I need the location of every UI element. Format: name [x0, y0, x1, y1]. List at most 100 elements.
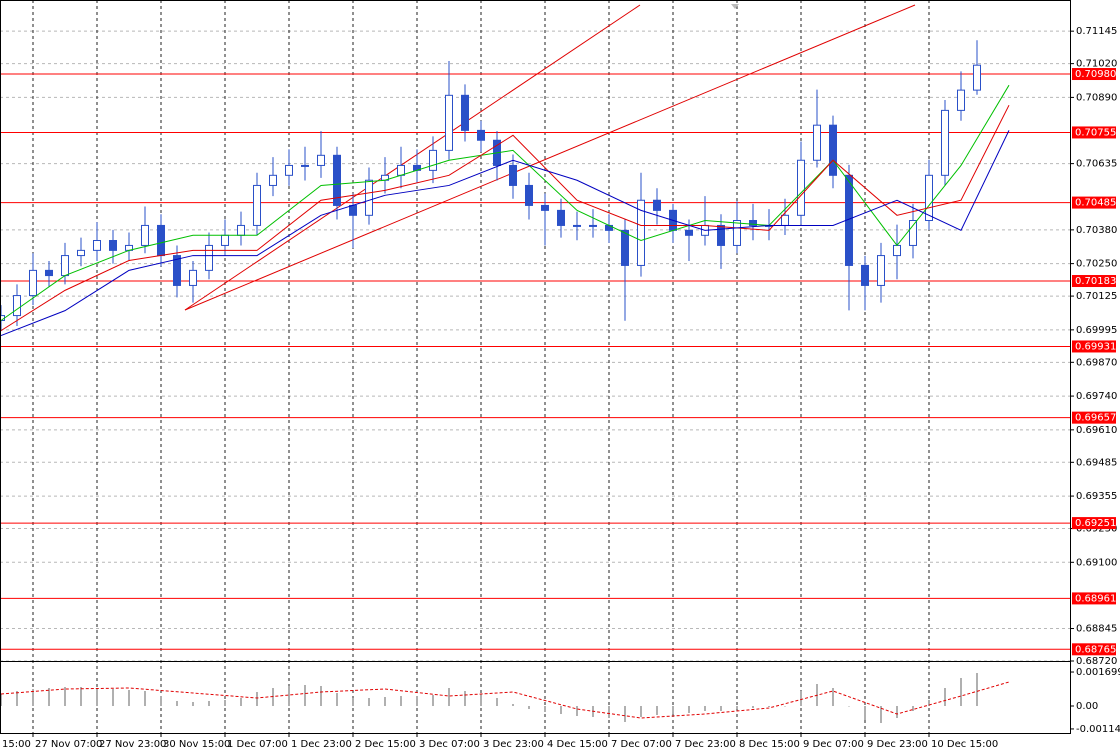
signal-line — [0, 681, 1010, 719]
y-tick-label: 0.69995 — [1076, 325, 1117, 336]
histogram-bar — [880, 706, 882, 723]
x-tick-label: 10 Dec 15:00 — [931, 739, 998, 750]
candle-body — [269, 174, 277, 186]
histogram-bar — [384, 697, 386, 706]
histogram-bar — [64, 687, 66, 706]
candle-body — [813, 124, 821, 161]
histogram-bar — [912, 706, 914, 711]
moving-average — [0, 84, 1010, 321]
frame — [0, 0, 1071, 734]
y-tick-label: 0.69610 — [1076, 425, 1117, 436]
histogram-bar — [480, 694, 482, 706]
candle-body — [733, 220, 741, 246]
candle-body — [29, 269, 37, 297]
candle-body — [557, 209, 565, 226]
level-tag — [1072, 275, 1116, 288]
candle-body — [349, 204, 357, 216]
candle-body — [93, 240, 101, 251]
level-label: 0.69657 — [1075, 413, 1116, 424]
histogram-bar — [672, 706, 674, 714]
histogram-bar — [48, 688, 50, 706]
candle-body — [717, 224, 725, 246]
moving-average — [0, 130, 1010, 337]
histogram-bar — [128, 690, 130, 706]
candle-body — [797, 159, 805, 216]
level-tag — [1072, 68, 1116, 81]
candle-body — [861, 264, 869, 286]
histogram-bar — [256, 692, 258, 706]
x-tick-label: 8 Dec 15:00 — [739, 739, 800, 750]
x-tick-label: 15:00 — [2, 739, 31, 750]
histogram-bar — [112, 689, 114, 706]
candle-body — [45, 269, 53, 277]
candle-body — [141, 224, 149, 246]
histogram-bar — [448, 688, 450, 706]
candle-body — [221, 234, 229, 246]
histogram-bar — [512, 704, 514, 706]
level-label: 0.70755 — [1075, 127, 1116, 138]
histogram-bar — [656, 706, 658, 715]
candle-body — [477, 129, 485, 141]
histogram-bar — [160, 696, 162, 706]
y-tick-label: 0.69485 — [1076, 457, 1117, 468]
candle-body — [461, 94, 469, 131]
candle-body — [589, 224, 597, 227]
y-tick-label: 0.70890 — [1076, 92, 1117, 103]
histogram-bar — [832, 688, 834, 706]
histogram-bar — [176, 701, 178, 706]
candle-body — [541, 204, 549, 211]
histogram-bar — [976, 673, 978, 706]
x-tick-label: 9 Dec 23:00 — [867, 739, 928, 750]
histogram-bar — [208, 701, 210, 706]
x-tick-label: 27 Nov 23:00 — [99, 739, 166, 750]
candle-body — [829, 124, 837, 176]
candle-body — [685, 229, 693, 236]
x-tick-label: 9 Dec 07:00 — [803, 739, 864, 750]
histogram-bar — [144, 691, 146, 706]
y-tick-label: 0.70250 — [1076, 259, 1117, 270]
candle-body — [941, 109, 949, 176]
histogram-bar — [416, 696, 418, 706]
candle-body — [509, 164, 517, 186]
histogram-bar — [960, 678, 962, 706]
x-tick-label: 1 Dec 07:00 — [227, 739, 288, 750]
x-tick-label: 30 Nov 15:00 — [163, 739, 230, 750]
x-tick-label: 7 Dec 23:00 — [675, 739, 736, 750]
candle-body — [877, 255, 885, 286]
candle-body — [749, 220, 757, 226]
histogram-bar — [496, 698, 498, 706]
x-tick-label: 3 Dec 07:00 — [419, 739, 480, 750]
histogram-bar — [400, 696, 402, 706]
histogram-bar — [240, 698, 242, 706]
channel-line — [184, 4, 641, 311]
histogram-bar — [576, 706, 578, 716]
level-tag — [1072, 517, 1116, 530]
y-tick-label: -0.001147 — [1076, 724, 1120, 735]
level-label: 0.70485 — [1075, 198, 1116, 209]
histogram-bar — [720, 706, 722, 711]
candle-body — [397, 164, 405, 176]
candle-body — [893, 244, 901, 257]
candle-body — [61, 255, 69, 277]
candle-body — [957, 89, 965, 111]
histogram-bar — [704, 706, 706, 711]
level-tag — [1072, 643, 1116, 656]
histogram-bar — [544, 706, 546, 712]
candle-body — [285, 164, 293, 176]
y-tick-label: 0.69100 — [1076, 557, 1117, 568]
candle-body — [445, 94, 453, 151]
candle-body — [173, 255, 181, 286]
level-label: 0.68765 — [1075, 644, 1116, 655]
y-tick-label: 0.68845 — [1076, 624, 1117, 635]
candle-body — [77, 249, 85, 257]
x-tick-label: 7 Dec 07:00 — [611, 739, 672, 750]
x-tick-label: 3 Dec 23:00 — [483, 739, 544, 750]
x-tick-label: 4 Dec 15:00 — [547, 739, 608, 750]
x-tick-label: 27 Nov 07:00 — [35, 739, 102, 750]
histogram-bar — [288, 686, 290, 706]
candle-body — [205, 244, 213, 271]
histogram-bar — [608, 706, 610, 718]
level-label: 0.70183 — [1075, 276, 1116, 287]
candle-body — [429, 149, 437, 171]
